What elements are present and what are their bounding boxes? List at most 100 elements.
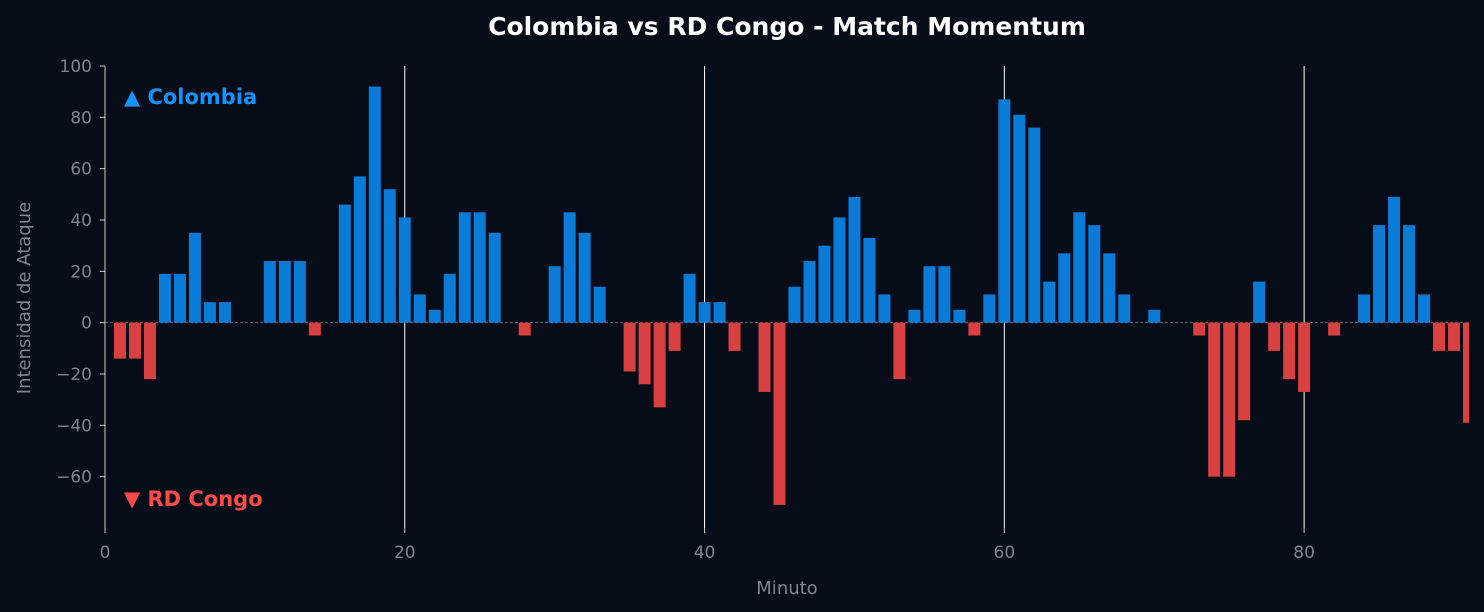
bar-minute-76 (1238, 322, 1251, 421)
bar-minute-63 (1043, 281, 1056, 323)
bar-minute-70 (1148, 309, 1161, 323)
bar-minute-36 (638, 322, 651, 385)
y-axis-label: Intensidad de Ataque (14, 202, 35, 394)
rd-congo-legend-label: ▼ RD Congo (124, 487, 263, 511)
bar-minute-11 (263, 261, 276, 323)
x-tick-label: 0 (100, 543, 111, 563)
y-tick-label: 60 (70, 160, 92, 180)
bar-minute-78 (1268, 322, 1281, 351)
bar-minute-91 (1463, 322, 1469, 423)
y-tick-label: 0 (81, 314, 92, 334)
bar-minute-42 (728, 322, 741, 351)
bar-minute-66 (1088, 225, 1101, 323)
bar-minute-12 (278, 261, 291, 323)
bar-minute-89 (1433, 322, 1446, 351)
bar-minute-49 (833, 217, 846, 323)
bar-minute-31 (563, 212, 576, 323)
bar-minute-21 (413, 294, 426, 323)
bar-minute-24 (458, 212, 471, 323)
bar-minute-33 (593, 286, 606, 323)
y-tick-label: −20 (56, 365, 92, 385)
bar-minute-6 (188, 232, 201, 323)
y-tick-label: −40 (56, 416, 92, 436)
bar-minute-18 (368, 86, 381, 323)
bar-minute-19 (383, 189, 396, 323)
bar-minute-55 (923, 266, 936, 323)
bar-minute-3 (143, 322, 156, 380)
bar-minute-77 (1253, 281, 1266, 323)
bar-minute-82 (1328, 322, 1341, 336)
bar-minute-56 (938, 266, 951, 323)
bar-minute-59 (983, 294, 996, 323)
y-tick-label: 20 (70, 262, 92, 282)
bar-minute-88 (1418, 294, 1431, 323)
bar-minute-7 (203, 302, 216, 323)
bar-minute-41 (713, 302, 726, 323)
y-tick-label: 100 (60, 57, 92, 77)
bar-minute-38 (668, 322, 681, 351)
x-tick-label: 80 (1293, 543, 1315, 563)
bar-minute-80 (1298, 322, 1311, 392)
bar-minute-85 (1373, 225, 1386, 323)
bar-minute-58 (968, 322, 981, 336)
bar-minute-68 (1118, 294, 1131, 323)
bar-minute-61 (1013, 114, 1026, 323)
chart-title: Colombia vs RD Congo - Match Momentum (488, 12, 1086, 41)
bar-minute-90 (1448, 322, 1461, 351)
y-tick-label: 40 (70, 211, 92, 231)
bar-minute-86 (1388, 196, 1401, 323)
bar-minute-37 (653, 322, 666, 408)
bar-minute-65 (1073, 212, 1086, 323)
bar-minute-62 (1028, 127, 1041, 323)
bar-minute-16 (338, 204, 351, 323)
bar-minute-4 (158, 273, 171, 323)
bar-minute-48 (818, 245, 831, 323)
bar-minute-57 (953, 309, 966, 323)
bar-minute-1 (113, 322, 126, 359)
bar-minute-73 (1193, 322, 1206, 336)
bar-minute-64 (1058, 253, 1071, 323)
bar-minute-67 (1103, 253, 1116, 323)
x-tick-label: 60 (994, 543, 1016, 563)
y-tick-label: 80 (70, 108, 92, 128)
bar-minute-79 (1283, 322, 1296, 380)
colombia-legend-label: ▲ Colombia (124, 85, 257, 109)
bar-minute-17 (353, 176, 366, 323)
bar-minute-51 (863, 237, 876, 323)
bar-minute-87 (1403, 225, 1416, 323)
bar-minute-5 (173, 273, 186, 323)
bar-minute-50 (848, 196, 861, 323)
bar-minute-25 (473, 212, 486, 323)
bar-minute-35 (623, 322, 636, 372)
bar-minute-60 (998, 99, 1011, 323)
bar-minute-75 (1223, 322, 1236, 477)
bar-minute-46 (788, 286, 801, 323)
bar-minute-28 (518, 322, 531, 336)
x-axis-label: Minuto (756, 578, 817, 599)
bar-minute-30 (548, 266, 561, 323)
x-tick-label: 40 (694, 543, 716, 563)
bar-minute-46-extra (788, 309, 801, 323)
y-tick-label: −60 (56, 468, 92, 488)
bar-minute-26 (488, 232, 501, 323)
bar-minute-13 (293, 261, 306, 323)
bar-minute-23 (443, 273, 456, 323)
x-tick-label: 20 (394, 543, 416, 563)
bar-minute-44 (758, 322, 771, 392)
x-axis-ticks: 0 20 40 60 80 (100, 528, 1315, 563)
bar-minute-14 (308, 322, 321, 336)
bar-minute-45 (773, 322, 786, 505)
bar-minute-74 (1208, 322, 1221, 477)
bar-minute-32 (578, 232, 591, 323)
bar-minute-20 (398, 217, 411, 323)
y-axis-ticks: −60 −40 −20 0 20 40 60 80 100 (56, 57, 105, 488)
bar-minute-54 (908, 309, 921, 323)
bar-minute-40 (698, 302, 711, 323)
bar-minute-8 (218, 302, 231, 323)
bar-minute-22 (428, 309, 441, 323)
bar-minute-84 (1358, 294, 1371, 323)
momentum-bars (113, 86, 1469, 505)
bar-minute-39 (683, 273, 696, 323)
